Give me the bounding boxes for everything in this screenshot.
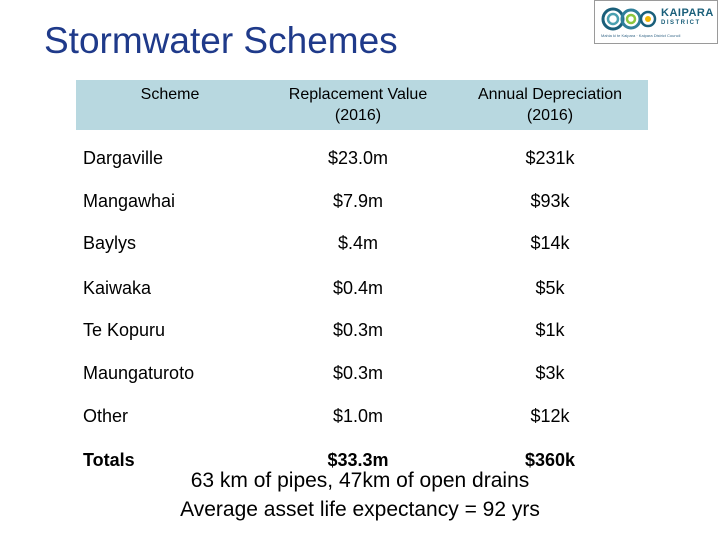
table-row: Dargaville $23.0m $231k: [76, 140, 648, 182]
table-row: Baylys $.4m $14k: [76, 225, 648, 267]
logo-tagline: Mahia ki te Kaipara · Kaipara District C…: [601, 33, 681, 38]
header-replacement-line1: Replacement Value: [288, 86, 428, 103]
scheme-name: Maungaturoto: [83, 363, 195, 383]
asset-life-text: Average asset life expectancy = 92 yrs: [180, 498, 540, 521]
slide-title: Stormwater Schemes: [44, 20, 398, 61]
logo-name-bottom: DISTRICT: [661, 20, 701, 26]
header-depreciation-line1: Annual Depreciation: [477, 86, 623, 103]
table-row: Mangawhai $7.9m $93k: [76, 183, 648, 225]
annual-depreciation: $3k: [535, 363, 565, 383]
totals-label: Totals: [83, 450, 135, 470]
annual-depreciation: $231k: [525, 148, 575, 168]
scheme-name: Other: [83, 406, 129, 426]
replacement-value: $0.4m: [332, 278, 384, 298]
scheme-name: Te Kopuru: [83, 320, 166, 340]
table-row: Maungaturoto $0.3m $3k: [76, 355, 648, 397]
table-header: Scheme Replacement Value (2016) Annual D…: [76, 80, 648, 130]
header-replacement-line2: (2016): [334, 107, 382, 124]
header-scheme: Scheme: [140, 86, 200, 103]
annual-depreciation: $12k: [530, 406, 570, 426]
table-row: Other $1.0m $12k: [76, 398, 648, 440]
replacement-value: $0.3m: [332, 320, 384, 340]
replacement-value: $1.0m: [332, 406, 384, 426]
total-replacement-value: $33.3m: [327, 450, 389, 470]
scheme-name: Dargaville: [83, 148, 164, 168]
kaipara-district-logo: KAIPARA DISTRICT Mahia ki te Kaipara · K…: [594, 0, 718, 44]
header-annual-depreciation: Annual Depreciation (2016): [452, 84, 648, 126]
header-replacement-value: Replacement Value (2016): [264, 84, 452, 126]
pipes-summary-text: 63 km of pipes, 47km of open drains: [190, 469, 530, 492]
annual-depreciation: $93k: [530, 191, 570, 211]
replacement-value: $0.3m: [332, 363, 384, 383]
header-depreciation-line2: (2016): [526, 107, 574, 124]
replacement-value: $.4m: [337, 233, 379, 253]
table-row: Kaiwaka $0.4m $5k: [76, 270, 648, 312]
scheme-name: Mangawhai: [83, 191, 176, 211]
koru-swirl-icon: [601, 7, 657, 31]
totals-row: Totals $33.3m $360k: [76, 442, 648, 484]
scheme-name: Kaiwaka: [83, 278, 152, 298]
annual-depreciation: $1k: [535, 320, 565, 340]
replacement-value: $23.0m: [327, 148, 389, 168]
total-annual-depreciation: $360k: [524, 450, 576, 470]
annual-depreciation: $14k: [530, 233, 570, 253]
replacement-value: $7.9m: [332, 191, 384, 211]
table-row: Te Kopuru $0.3m $1k: [76, 312, 648, 354]
annual-depreciation: $5k: [535, 278, 565, 298]
logo-name-top: KAIPARA: [661, 7, 714, 19]
scheme-name: Baylys: [83, 233, 137, 253]
